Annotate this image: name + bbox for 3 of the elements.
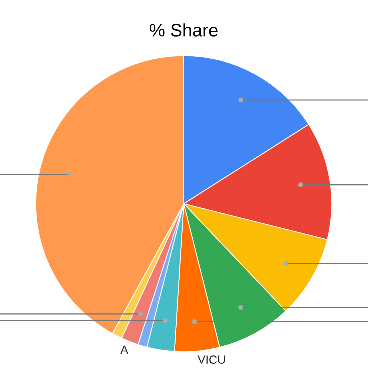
slice-label: VICU bbox=[198, 356, 226, 364]
chart-title: % Share bbox=[150, 24, 218, 37]
slice-label: A bbox=[120, 346, 128, 354]
